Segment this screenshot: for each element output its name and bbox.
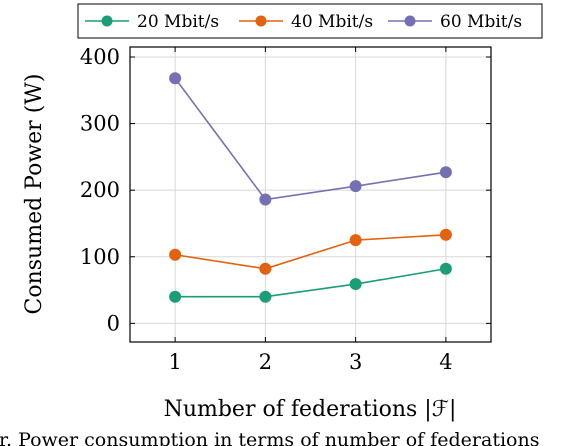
- data-point: [439, 262, 452, 275]
- figure-caption: r. Power consumption in terms of number …: [0, 429, 539, 446]
- legend-label: 60 Mbit/s: [440, 12, 522, 32]
- legend-item: 60 Mbit/s: [388, 12, 522, 32]
- data-point: [169, 72, 182, 85]
- axis-ticks: 1 2 3 4 0 100 200 300 400: [80, 45, 491, 374]
- x-tick-label: 3: [349, 350, 362, 374]
- series-line: [175, 267, 447, 298]
- data-point: [349, 234, 362, 247]
- plot-frame: [129, 46, 492, 343]
- series-line: [175, 233, 446, 270]
- y-tick-label: 200: [80, 178, 120, 202]
- legend-item: 40 Mbit/s: [239, 12, 373, 32]
- data-point: [259, 290, 272, 303]
- legend-marker: [404, 15, 416, 27]
- series-layer: [169, 72, 452, 303]
- data-point: [349, 278, 362, 291]
- series-1: [169, 228, 452, 275]
- legend-marker: [255, 15, 267, 27]
- legend-frame: [77, 3, 543, 39]
- data-point: [169, 290, 182, 303]
- y-tick-label: 100: [80, 245, 120, 269]
- legend-label: 20 Mbit/s: [137, 12, 219, 32]
- y-tick-label: 400: [80, 45, 120, 69]
- data-point: [259, 262, 272, 275]
- x-tick-label: 4: [439, 350, 452, 374]
- legend-item: 20 Mbit/s: [85, 12, 219, 32]
- series-line: [174, 77, 446, 201]
- y-tick-label: 300: [80, 112, 120, 136]
- data-point: [259, 193, 272, 206]
- legend: 20 Mbit/s 40 Mbit/s 60 Mbit/s: [77, 3, 543, 39]
- x-axis-title: Number of federations |ℱ|: [164, 397, 457, 422]
- x-tick-label: 2: [259, 350, 272, 374]
- data-point: [439, 166, 452, 179]
- series-0: [169, 262, 452, 303]
- y-tick-label: 0: [107, 311, 120, 335]
- data-point: [439, 228, 452, 241]
- legend-label: 40 Mbit/s: [291, 12, 373, 32]
- x-tick-label: 1: [168, 350, 181, 374]
- series-2: [169, 72, 452, 206]
- legend-marker: [101, 15, 113, 27]
- data-point: [169, 248, 182, 261]
- data-point: [349, 180, 362, 193]
- y-axis-title: Consumed Power (W): [22, 74, 47, 315]
